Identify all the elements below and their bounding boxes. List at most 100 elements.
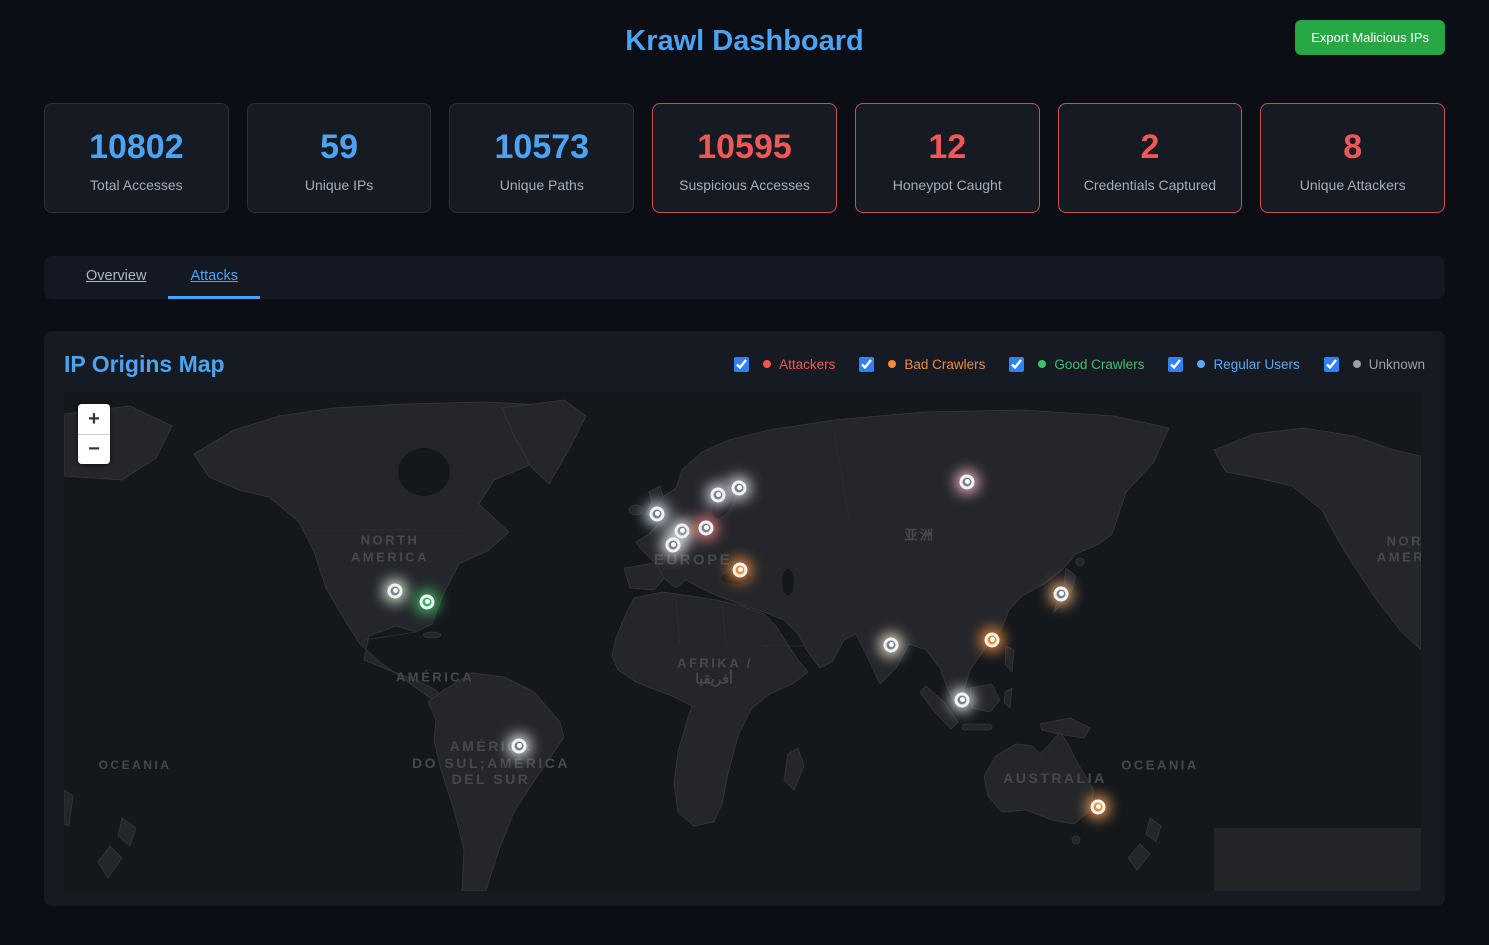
land-nz-north <box>1145 817 1162 843</box>
legend-checkbox-regular-users[interactable] <box>1168 356 1184 372</box>
map-region-label: AMERICA <box>1376 549 1421 565</box>
stat-label: Credentials Captured <box>1083 176 1217 193</box>
legend-checkbox-good-crawlers[interactable] <box>1009 356 1025 372</box>
land-ireland <box>628 504 644 516</box>
map-section-title: IP Origins Map <box>64 350 225 377</box>
stat-value: 10573 <box>494 128 590 166</box>
land-borneo <box>969 683 1001 713</box>
legend-checkbox-attackers[interactable] <box>734 356 750 372</box>
zoom-in-button[interactable]: + <box>78 403 110 434</box>
stat-card-unique-ips: 59 Unique IPs <box>246 103 432 213</box>
tab-label: Overview <box>86 267 147 284</box>
stat-card-credentials-captured: 2 Credentials Captured <box>1057 103 1243 213</box>
map-region-label: OCEANIA <box>98 757 172 772</box>
legend-checkbox-bad-crawlers[interactable] <box>859 356 875 372</box>
land-tasmania <box>1071 835 1081 845</box>
legend-item-good-crawlers[interactable]: Good Crawlers <box>1009 356 1145 372</box>
map-region-label: أفريقيا <box>695 670 733 687</box>
map-region-label: NORTH <box>1386 533 1421 549</box>
map-marker-unknown[interactable] <box>649 506 665 522</box>
map-marker-unknown[interactable] <box>1053 586 1069 602</box>
topbar: Krawl Dashboard Export Malicious IPs <box>44 0 1445 82</box>
land-africa <box>611 591 809 827</box>
legend-dot <box>1038 360 1047 369</box>
land-philippines <box>1004 645 1015 673</box>
export-malicious-ips-button[interactable]: Export Malicious IPs <box>1295 20 1445 55</box>
map-marker-unknown[interactable] <box>665 537 681 553</box>
stat-card-total-accesses: 10802 Total Accesses <box>44 103 229 213</box>
country-borders <box>302 431 851 647</box>
map-marker-unknown[interactable] <box>731 480 747 496</box>
map-marker-unknown[interactable] <box>959 474 975 490</box>
map-header: IP Origins Map Attackers Bad Crawlers Good… <box>64 351 1425 378</box>
map-marker-unknown[interactable] <box>954 692 970 708</box>
world-map-svg <box>64 391 1421 891</box>
stat-label: Honeypot Caught <box>892 176 1002 193</box>
land-nz-north-wrap <box>117 817 137 847</box>
legend-dot <box>763 360 772 369</box>
map-canvas[interactable]: + − NORTH AMERICA AMÉRICA AMÉRICA DO SUL;AMÉ… <box>64 391 1421 891</box>
map-tile-gap <box>1214 827 1421 891</box>
land-nz-south-wrap <box>97 845 123 879</box>
stat-card-unique-attackers: 8 Unique Attackers <box>1260 103 1446 213</box>
land-hokkaido <box>1075 557 1085 567</box>
legend-label: Good Crawlers <box>1054 356 1145 372</box>
legend-item-bad-crawlers[interactable]: Bad Crawlers <box>859 356 986 372</box>
map-marker-bad_crawler[interactable] <box>984 632 1000 648</box>
stat-value: 59 <box>320 128 358 166</box>
stat-card-honeypot-caught: 12 Honeypot Caught <box>854 103 1040 213</box>
land-nz-south <box>1127 843 1151 871</box>
stat-label: Suspicious Accesses <box>679 176 810 193</box>
stats-row: 10802 Total Accesses 59 Unique IPs 10573 Uniq… <box>44 103 1446 213</box>
tab-attacks[interactable]: Attacks <box>168 256 260 299</box>
stat-label: Unique IPs <box>304 176 374 193</box>
legend-label: Regular Users <box>1213 356 1300 372</box>
stat-label: Total Accesses <box>90 176 183 193</box>
map-region-label: AUSTRALIA <box>1003 769 1107 786</box>
map-marker-unknown[interactable] <box>883 637 899 653</box>
legend-dot <box>1352 360 1361 369</box>
land-south-america <box>427 672 565 891</box>
map-marker-unknown[interactable] <box>710 487 726 503</box>
stat-value: 8 <box>1343 128 1363 166</box>
inland-water <box>398 447 794 595</box>
map-marker-bad_crawler[interactable] <box>732 562 748 578</box>
legend-item-unknown[interactable]: Unknown <box>1323 356 1425 372</box>
land-new-guinea <box>1039 717 1091 739</box>
land-java <box>961 723 993 731</box>
stat-value: 10802 <box>89 128 184 166</box>
legend-label: Attackers <box>779 356 836 372</box>
legend-label: Unknown <box>1368 356 1425 372</box>
legend-item-regular-users[interactable]: Regular Users <box>1168 356 1300 372</box>
land-sumatra <box>919 685 959 730</box>
legend-dot <box>1197 360 1206 369</box>
land-eurasia <box>635 409 1170 707</box>
map-marker-unknown[interactable] <box>674 523 690 539</box>
land-greenland <box>501 399 587 485</box>
map-card: IP Origins Map Attackers Bad Crawlers Good… <box>44 330 1445 906</box>
map-marker-good_crawler[interactable] <box>419 594 435 610</box>
map-marker-bad_crawler[interactable] <box>1090 799 1106 815</box>
map-region-label: DO SUL;AMÉRICA <box>412 754 570 771</box>
land-sulawesi <box>1003 687 1013 709</box>
legend-item-attackers[interactable]: Attackers <box>734 356 836 372</box>
land-australia-wrap <box>64 789 74 827</box>
tab-overview[interactable]: Overview <box>64 256 168 299</box>
stat-label: Unique Paths <box>499 176 584 193</box>
map-legend: Attackers Bad Crawlers Good Crawlers Regula… <box>734 356 1425 372</box>
stat-card-unique-paths: 10573 Unique Paths <box>449 103 635 213</box>
page: Krawl Dashboard Export Malicious IPs 108… <box>0 0 1489 906</box>
map-region-label: 亚洲 <box>904 527 936 543</box>
map-region-label: OCEANIA <box>1121 757 1199 773</box>
map-marker-unknown[interactable] <box>511 738 527 754</box>
zoom-control: + − <box>78 403 110 464</box>
legend-dot <box>888 360 897 369</box>
legend-checkbox-unknown[interactable] <box>1323 356 1339 372</box>
zoom-out-button[interactable]: − <box>78 433 110 464</box>
legend-label: Bad Crawlers <box>904 356 986 372</box>
map-marker-unknown[interactable] <box>387 583 403 599</box>
map-region-label: EUROPE <box>653 551 733 569</box>
map-region-label: NORTH <box>360 532 420 548</box>
stat-value: 10595 <box>697 128 792 166</box>
map-marker-unknown[interactable] <box>698 520 714 536</box>
